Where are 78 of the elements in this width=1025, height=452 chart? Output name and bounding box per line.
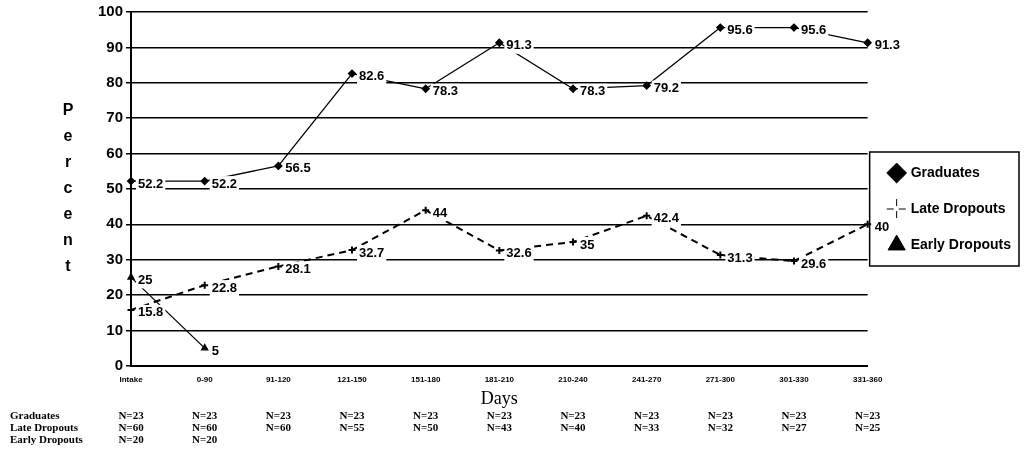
y-tick-label: 0 [114,355,124,373]
x-tick-label: 271-300 [705,374,736,384]
text: N=23 [855,408,881,421]
data-label: 40 [874,218,890,234]
data-label: 15.8 [138,304,164,320]
legend-label: Early Dropouts [910,235,1012,252]
x-tick-label: 151-180 [411,374,441,384]
x-tick-label: Intake [119,374,144,384]
data-label: 79.2 [653,80,679,96]
data-label: 31.3 [727,249,753,265]
text: Graduates [10,408,61,421]
x-tick-label: 301-330 [779,374,810,384]
data-label: 22.8 [211,279,237,295]
text: N=27 [781,420,808,433]
text: Late Dropouts [10,420,79,433]
text: N=60 [265,420,292,433]
data-label: 91.3 [874,37,900,53]
text: N=23 [781,408,808,421]
y-tick-label: 20 [106,285,124,303]
data-label: 56.5 [285,160,311,176]
y-tick-label: 60 [106,143,124,161]
text: N=23 [634,408,660,421]
y-tick-label: 100 [98,2,124,20]
x-tick-label: 0-90 [196,374,214,384]
x-tick-label: 121-150 [337,374,368,384]
x-axis-title: Days [480,387,518,408]
data-label: 35 [580,236,595,252]
data-label: 32.7 [359,244,385,260]
text: N=23 [339,408,366,421]
y-axis-title: Percent [62,101,74,275]
y-tick-label: 80 [106,72,124,90]
data-label: 78.3 [432,83,458,99]
data-label: 91.3 [506,37,532,53]
text: N=55 [339,420,366,433]
text: N=23 [560,408,587,421]
text: N=23 [413,408,439,421]
data-label: 52.2 [211,175,237,191]
text: N=23 [265,408,292,421]
text: N=23 [486,408,513,421]
text: N=23 [707,408,734,421]
text: N=40 [560,420,587,433]
legend-label: Late Dropouts [910,199,1006,216]
text: N=25 [855,420,881,433]
data-label: 32.6 [506,245,532,261]
text: N=60 [192,420,218,433]
data-label: 95.6 [727,22,753,38]
data-label: 52.2 [138,175,164,191]
data-label: 44 [432,204,448,220]
x-tick-label: 241-270 [631,374,662,384]
text: Early Dropouts [10,432,84,445]
data-label: 78.3 [580,83,606,99]
x-tick-label: 91-120 [265,374,292,384]
text: N=33 [634,420,660,433]
text: N=32 [707,420,734,433]
x-tick-label: 210-240 [558,374,589,384]
text: N=43 [486,420,513,433]
y-tick-label: 40 [106,214,124,232]
y-tick-label: 50 [106,179,124,197]
data-label: 28.1 [285,260,311,276]
text: N=20 [192,432,218,445]
x-tick-label: 181-210 [484,374,515,384]
data-label: 25 [138,271,153,287]
data-label: 95.6 [800,22,827,38]
text: N=60 [118,420,145,433]
data-label: 42.4 [653,210,680,226]
text: N=20 [118,432,145,445]
x-tick-label: 331-360 [852,374,883,384]
data-label: 5 [211,342,219,358]
y-tick-label: 30 [106,249,124,267]
data-label: 29.6 [800,255,827,271]
data-label: 82.6 [359,68,385,84]
y-tick-label: 90 [106,37,124,55]
y-tick-label: 10 [106,320,124,338]
text: N=50 [413,420,439,433]
text: N=23 [118,408,145,421]
legend-label: Graduates [910,163,981,180]
y-tick-label: 70 [106,108,124,126]
text: N=23 [192,408,218,421]
